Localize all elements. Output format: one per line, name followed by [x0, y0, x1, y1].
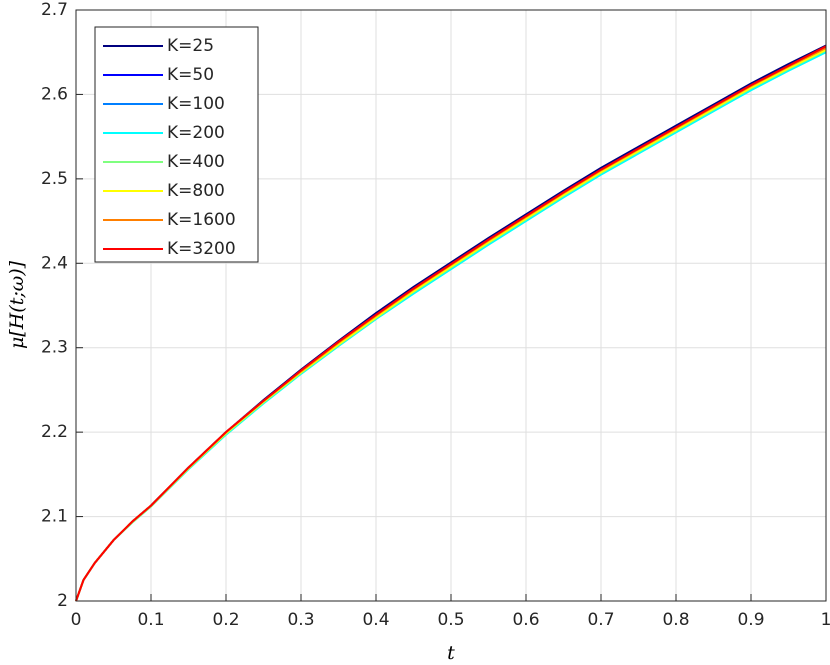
x-tick-label: 0.7	[587, 610, 614, 630]
y-tick-label: 2.3	[41, 338, 68, 358]
legend-label: K=100	[167, 94, 225, 114]
x-tick-label: 0.6	[512, 610, 539, 630]
y-tick-label: 2.5	[41, 169, 68, 189]
y-tick-label: 2.6	[41, 84, 68, 104]
y-axis-label: μ[H(t;ω)]	[6, 260, 28, 349]
y-tick-label: 2.2	[41, 422, 68, 442]
legend-label: K=1600	[167, 210, 236, 230]
series-line	[75, 45, 827, 602]
legend-label: K=400	[167, 152, 225, 172]
x-tick-label: 0.4	[362, 610, 389, 630]
legend: K=25 K=50 K=100 K=200 K=400 K=800 K=1600 K=3200	[94, 26, 259, 263]
y-tick-label: 2.4	[41, 253, 68, 273]
legend-label: K=25	[167, 36, 214, 56]
plot-frame	[75, 9, 827, 602]
x-tick-label: 0.9	[737, 610, 764, 630]
x-tick-label: 1	[821, 610, 830, 630]
y-tick-label: 2.7	[41, 0, 68, 20]
x-tick-label: 0.2	[212, 610, 239, 630]
legend-label: K=200	[167, 123, 225, 143]
legend-label: K=50	[167, 65, 214, 85]
x-tick-label: 0.5	[437, 610, 464, 630]
legend-box	[94, 26, 259, 263]
legend-label: K=800	[167, 181, 225, 201]
legend-label: K=3200	[167, 239, 236, 259]
x-tick-label: 0.1	[137, 610, 164, 630]
x-axis-label: t	[447, 642, 455, 664]
x-tick-label: 0.8	[662, 610, 689, 630]
y-tick-label: 2	[57, 591, 68, 611]
y-tick-label: 2.1	[41, 507, 68, 527]
x-tick-label: 0	[71, 610, 82, 630]
x-tick-label: 0.3	[287, 610, 314, 630]
